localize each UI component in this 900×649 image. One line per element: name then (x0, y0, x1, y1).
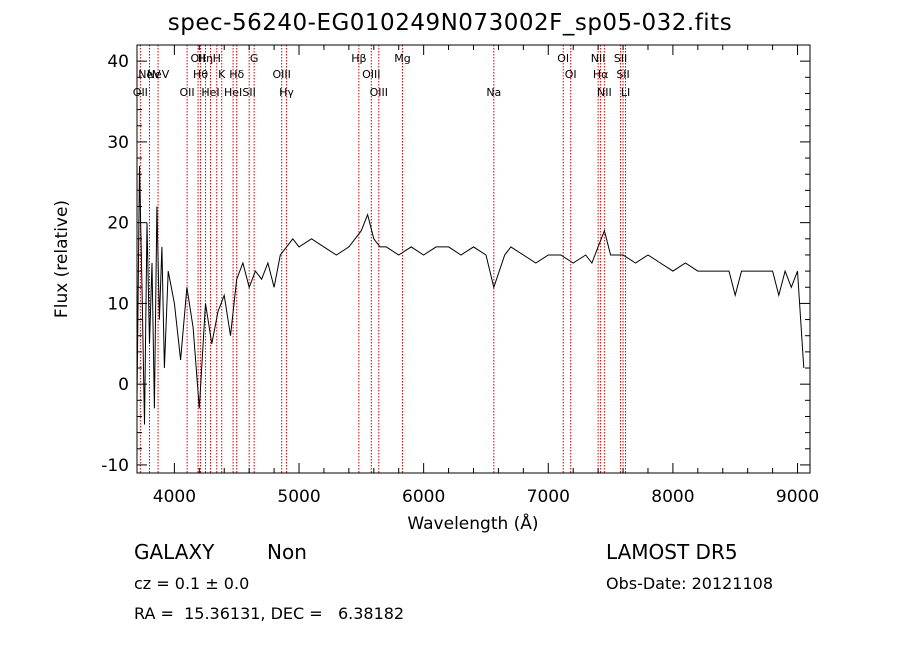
x-tick-label: 5000 (277, 487, 320, 507)
y-tick-label: 10 (107, 294, 129, 314)
x-axis-label: Wavelength (Å) (407, 512, 538, 534)
object-subclass: Non (267, 540, 307, 564)
line-label: OII (190, 52, 205, 65)
line-label: OII (180, 86, 195, 99)
y-tick-label: 40 (107, 52, 129, 72)
line-label: OIII (272, 68, 290, 81)
line-label: Hδ (229, 68, 244, 81)
line-label: K (218, 68, 226, 81)
line-label: Mg (394, 52, 410, 65)
line-label: G (250, 52, 259, 65)
line-label: OI (557, 52, 569, 65)
chart-title: spec-56240-EG010249N073002F_sp05-032.fit… (167, 10, 733, 36)
object-class: GALAXY (134, 540, 215, 564)
line-label: OII (133, 86, 148, 99)
x-axis-ticks: 4000 5000 6000 7000 8000 9000 (153, 45, 819, 507)
line-label: NeV (138, 68, 161, 81)
line-label: OIII (362, 68, 380, 81)
line-label: SII (614, 52, 627, 65)
line-label: Hθ (193, 68, 208, 81)
ra-dec: RA = 15.36131, DEC = 6.38182 (134, 604, 405, 623)
survey-name: LAMOST DR5 (606, 540, 738, 564)
plot-frame (136, 44, 811, 474)
spectrum-line (136, 166, 805, 425)
line-label: SII (242, 86, 255, 99)
line-label: Hα (593, 68, 609, 81)
line-label: NII (591, 52, 606, 65)
y-tick-label: -10 (101, 456, 129, 476)
redshift-cz: cz = 0.1 ± 0.0 (134, 574, 250, 593)
line-label: Hγ (279, 86, 294, 99)
line-label: NeV (147, 68, 170, 81)
line-label: OIII (370, 86, 388, 99)
line-label: H (213, 52, 221, 65)
line-label: Hη (198, 52, 213, 65)
line-label: Hβ (351, 52, 366, 65)
line-label: LI (621, 86, 630, 99)
emission-line-markers (139, 45, 627, 473)
x-tick-label: 6000 (402, 487, 445, 507)
y-tick-label: 30 (107, 133, 129, 153)
line-label: HeI (224, 86, 242, 99)
line-label: OI (565, 68, 577, 81)
y-axis-ticks: -10 0 10 20 30 40 (101, 52, 810, 476)
x-tick-label: 7000 (527, 487, 570, 507)
observation-date: Obs-Date: 20121108 (606, 574, 774, 593)
line-label: SII (616, 68, 629, 81)
x-tick-label: 4000 (153, 487, 196, 507)
line-label: HeI (201, 86, 219, 99)
x-tick-label: 8000 (651, 487, 694, 507)
line-label: NII (597, 86, 612, 99)
y-tick-label: 0 (118, 375, 129, 395)
y-tick-label: 20 (107, 214, 129, 234)
x-tick-label: 9000 (776, 487, 819, 507)
y-axis-label: Flux (relative) (52, 200, 72, 318)
line-label: Na (486, 86, 501, 99)
